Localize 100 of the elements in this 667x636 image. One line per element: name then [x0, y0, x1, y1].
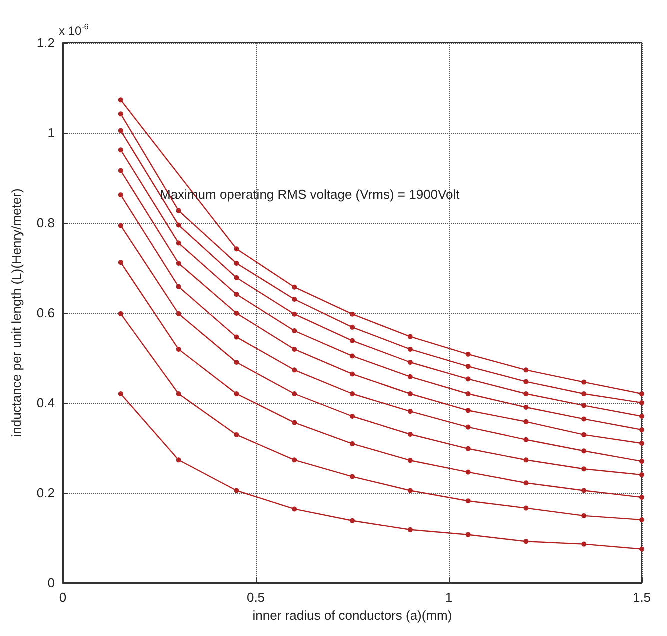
y-tick-label: 1 [48, 126, 55, 140]
point [582, 380, 587, 385]
point [582, 542, 587, 547]
point [350, 324, 355, 330]
point [234, 275, 240, 280]
point [640, 495, 644, 500]
point [350, 414, 355, 419]
point [234, 392, 240, 396]
x-tick-label: 1.5 [632, 590, 652, 605]
point [118, 223, 124, 228]
point [524, 392, 529, 396]
point [176, 311, 182, 316]
point [408, 488, 413, 494]
point [640, 414, 644, 419]
point [118, 260, 124, 266]
point [234, 334, 240, 340]
point [176, 392, 182, 396]
point [524, 480, 529, 486]
point [292, 284, 298, 290]
point [640, 546, 644, 552]
point [640, 400, 644, 406]
y-tick-label: 0.8 [36, 216, 55, 230]
point [350, 474, 355, 480]
point [640, 392, 644, 396]
point [292, 297, 298, 302]
point [640, 459, 644, 464]
y-axis-title: inductance per unit length (L)(Henry/meter) [9, 188, 24, 438]
point [292, 420, 298, 426]
point [234, 261, 240, 266]
point [350, 518, 355, 524]
point [640, 472, 644, 478]
point [350, 338, 355, 344]
y-tick-label: 0 [48, 576, 55, 590]
point [408, 527, 413, 532]
point [176, 208, 182, 214]
point [176, 346, 182, 352]
point [118, 311, 124, 316]
point [640, 428, 644, 432]
point [292, 368, 298, 373]
point [524, 539, 529, 544]
point [292, 312, 298, 317]
point [466, 392, 471, 396]
point [234, 246, 240, 252]
point [350, 441, 355, 446]
point [350, 354, 355, 359]
point [408, 409, 413, 414]
x-tick-label: 1 [445, 590, 453, 605]
point [234, 292, 240, 298]
point [640, 518, 644, 522]
point [582, 466, 587, 472]
point [524, 405, 529, 410]
point [466, 424, 471, 430]
point [582, 392, 587, 396]
point [408, 346, 413, 352]
point [234, 360, 240, 365]
point [408, 392, 413, 396]
point [118, 98, 124, 103]
point [408, 360, 413, 365]
point [466, 376, 471, 382]
point [292, 346, 298, 352]
point [582, 403, 587, 408]
point [466, 446, 471, 452]
point [350, 372, 355, 377]
x-tick-label: 0.5 [246, 590, 266, 605]
point [466, 532, 471, 538]
point [640, 441, 644, 446]
y-tick-label: 0.4 [36, 396, 55, 410]
point [350, 312, 355, 317]
point [524, 458, 529, 463]
point [524, 368, 529, 373]
point [176, 222, 182, 228]
point [466, 470, 471, 475]
point [408, 334, 413, 340]
point [524, 506, 529, 511]
point [350, 392, 355, 396]
point [524, 419, 529, 424]
point [292, 392, 298, 396]
point [582, 432, 587, 438]
x-axis-title: inner radius of conductors (a)(mm) [252, 608, 452, 623]
x-tick-label: 0 [59, 590, 67, 605]
point [118, 148, 124, 153]
point [292, 506, 298, 512]
point [466, 498, 471, 504]
point [408, 458, 413, 464]
point [466, 352, 471, 357]
point [176, 284, 182, 290]
y-tick-label: 0.6 [36, 306, 55, 320]
point [118, 192, 124, 198]
point [582, 513, 587, 518]
point [234, 488, 240, 494]
point [582, 488, 587, 494]
point [176, 240, 182, 246]
point [118, 112, 124, 117]
point [582, 448, 587, 454]
point [118, 128, 124, 134]
point [234, 310, 240, 316]
point [176, 458, 182, 463]
point [466, 408, 471, 414]
point [292, 458, 298, 463]
point [234, 432, 240, 438]
